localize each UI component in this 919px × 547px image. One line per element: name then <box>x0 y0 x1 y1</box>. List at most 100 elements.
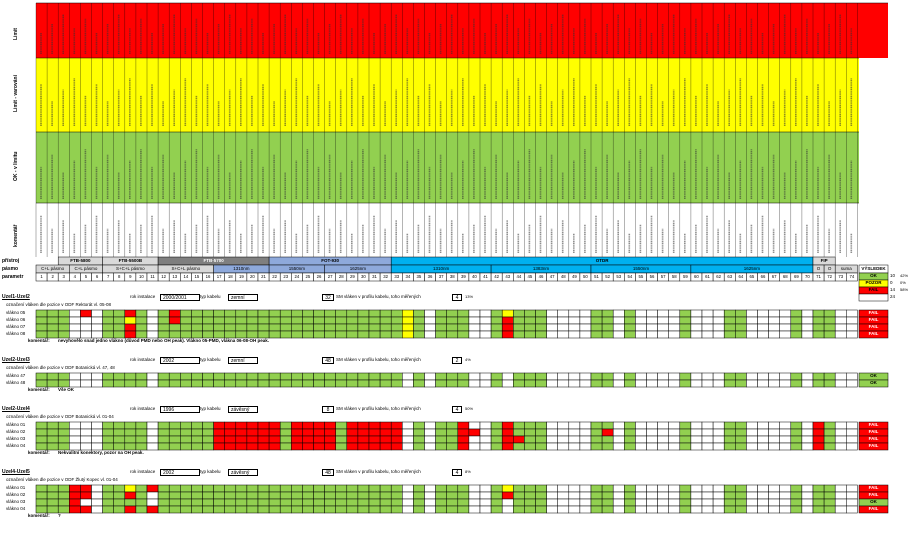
param-number: 36 <box>427 273 433 279</box>
measurement-cell <box>357 442 370 451</box>
measurement-cell <box>557 442 570 451</box>
measurement-cell <box>823 505 836 514</box>
measurement-cell <box>779 428 792 437</box>
measurement-cell <box>723 428 736 437</box>
measurement-cell <box>335 498 348 507</box>
measurement-cell <box>402 372 414 381</box>
measurement-cell <box>601 421 614 430</box>
cable-type-field[interactable]: zemní <box>228 357 258 364</box>
measurement-cell <box>446 372 459 381</box>
measurement-cell <box>557 484 570 493</box>
measurement-cell <box>723 484 736 493</box>
measurement-cell <box>191 323 203 332</box>
measurement-cell <box>257 316 270 325</box>
measurement-cell <box>390 498 403 507</box>
cable-type-field[interactable]: závěsný <box>228 406 258 413</box>
summary-pct: 58% <box>900 287 909 292</box>
measurement-cell <box>646 491 658 500</box>
measurement-cell <box>191 491 203 500</box>
section-title: Uzel2-Uzel4 <box>2 406 30 412</box>
measurement-cell <box>435 484 447 493</box>
measured-pct: 4% <box>465 357 471 362</box>
measurement-cell <box>291 491 303 500</box>
measurement-cell <box>690 498 703 507</box>
measurement-cell <box>191 442 203 451</box>
measurement-cell <box>601 491 614 500</box>
fiber-count-field[interactable]: 48 <box>322 469 334 476</box>
measurement-cell <box>846 428 858 437</box>
measurement-cell <box>535 379 547 388</box>
measurement-cell <box>668 498 681 507</box>
measurement-cell <box>723 435 736 444</box>
measurement-cell <box>291 372 303 381</box>
measurement-cell <box>513 484 525 493</box>
measurement-cell <box>168 379 181 388</box>
measurement-cell <box>812 421 825 430</box>
measurement-cell <box>357 421 370 430</box>
measurement-cell <box>513 421 525 430</box>
fiber-count-field[interactable]: 8 <box>322 406 334 413</box>
param-number: 5 <box>84 273 88 279</box>
measurement-cell <box>568 505 581 514</box>
measurement-cell <box>124 491 137 500</box>
measurement-cell <box>501 428 514 437</box>
measured-count-field[interactable]: 4 <box>452 469 462 476</box>
measurement-cell <box>346 372 359 381</box>
param-number: 48 <box>560 273 566 279</box>
measured-count-field[interactable]: 4 <box>452 294 462 301</box>
cable-type-field[interactable]: zemní <box>228 294 258 301</box>
measurement-cell <box>257 379 270 388</box>
measurement-cell <box>424 309 436 318</box>
measured-count-field[interactable]: 4 <box>452 406 462 413</box>
measurement-cell <box>468 316 481 325</box>
measurement-cell <box>501 505 514 514</box>
year-field[interactable]: 2002 <box>160 469 200 476</box>
measurement-cell <box>624 330 636 339</box>
measurement-cell <box>846 484 858 493</box>
measurement-cell <box>80 442 92 451</box>
measurement-cell <box>124 372 137 381</box>
measurement-cell <box>235 316 248 325</box>
measurement-cell <box>735 330 747 339</box>
measurement-cell <box>35 442 48 451</box>
measurement-cell <box>124 330 137 339</box>
measurement-cell <box>457 372 470 381</box>
year-field[interactable]: 2002 <box>160 357 200 364</box>
measurement-cell <box>324 505 336 514</box>
measurement-cell <box>113 505 126 514</box>
param-number: 45 <box>527 273 533 279</box>
instrument-row-label: přístroj <box>2 257 20 264</box>
measurement-cell <box>535 309 547 318</box>
measurement-cell <box>35 316 48 325</box>
measurement-cell <box>235 442 248 451</box>
fiber-count-field[interactable]: 48 <box>322 357 334 364</box>
summary-label: POZOR <box>865 280 882 285</box>
param-number: 20 <box>250 273 255 279</box>
measurement-cell <box>91 505 103 514</box>
measurement-cell <box>468 442 481 451</box>
fiber-count-field[interactable]: 32 <box>322 294 334 301</box>
measurement-cell <box>735 484 747 493</box>
param-row-label: parametr <box>2 273 24 280</box>
measurement-cell <box>246 505 259 514</box>
measurement-cell <box>612 498 625 507</box>
year-field[interactable]: 1996 <box>160 406 200 413</box>
measurement-cell <box>635 309 647 318</box>
measurement-cell <box>524 330 536 339</box>
measurement-cell <box>257 491 270 500</box>
measurement-cell <box>213 428 225 437</box>
year-field[interactable]: 2000/2001 <box>160 294 200 301</box>
measurement-cell <box>679 491 692 500</box>
year-label: rok instalace <box>130 357 156 362</box>
param-number: 61 <box>705 273 710 279</box>
measurement-cell <box>324 379 336 388</box>
band-name: 1383nm <box>532 265 550 271</box>
measurement-cell <box>535 372 547 381</box>
measurement-cell <box>135 435 148 444</box>
measured-count-field[interactable]: 2 <box>452 357 462 364</box>
band-name: 1625nm <box>349 265 367 271</box>
cable-type-field[interactable]: závěsný <box>228 469 258 476</box>
summary-value: 24 <box>890 294 896 299</box>
measurement-cell <box>224 421 237 430</box>
measurement-cell <box>457 484 470 493</box>
